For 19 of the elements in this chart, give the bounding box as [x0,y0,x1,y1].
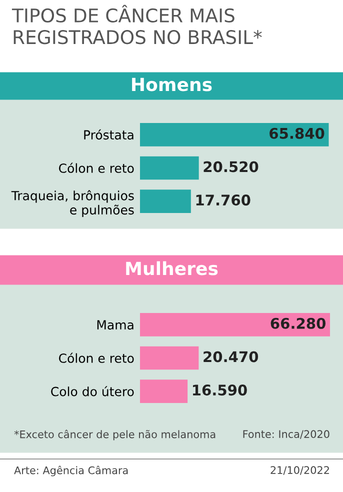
y-tick-label: Mama [97,320,134,330]
text: 21/10/2022 [270,466,329,475]
y-tick-label: Próstata [84,129,134,140]
data-label: 17.760 [196,194,250,206]
text: *Exceto câncer de pele não melanoma [14,430,216,440]
data-label: 66.280 [270,318,326,329]
data-label: 16.590 [193,384,247,396]
text: Arte: Agência Câmara [14,466,128,476]
y-tick-label: Cólon e reto [58,162,134,173]
y-tick-label: Cólon e reto [58,352,134,363]
source-note: Fonte: Inca/2020 [243,430,330,439]
data-label: 20.470 [204,351,258,362]
y-tick-label: Colo do útero [51,386,134,396]
chart-title: TIPOS DE CÂNCER MAIS REGISTRADOS NO BRASIL* [12,4,262,44]
data-label: 65.840 [270,128,324,139]
chart-subtitle: Homens [132,78,212,92]
y-tick-label: Traqueia, brônquios e pulmões [11,190,134,218]
data-label: 20.520 [204,161,258,172]
chart-subtitle: Mulheres [126,261,218,276]
